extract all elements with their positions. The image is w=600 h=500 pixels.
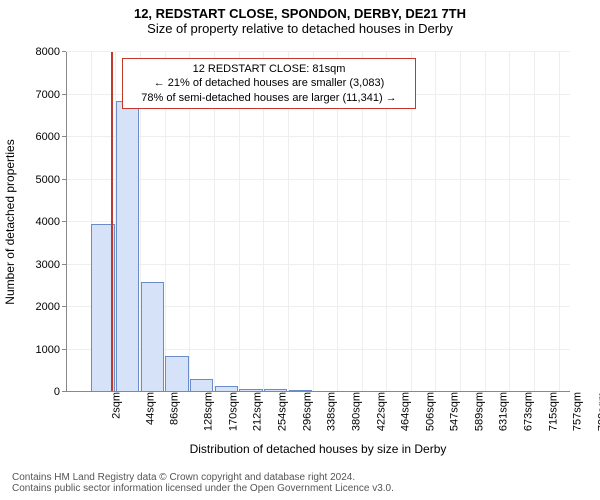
y-tick-label: 6000 <box>36 131 66 143</box>
x-tick-label: 380sqm <box>347 392 363 431</box>
y-tick-label: 1000 <box>36 344 66 356</box>
title-line-2: Size of property relative to detached ho… <box>0 21 600 36</box>
title-line-1: 12, REDSTART CLOSE, SPONDON, DERBY, DE21… <box>0 0 600 21</box>
grid-line-v <box>435 52 436 392</box>
property-marker-line <box>111 52 113 392</box>
chart-plot-area: 0100020003000400050006000700080002sqm44s… <box>66 52 570 392</box>
annotation-box: 12 REDSTART CLOSE: 81sqm← 21% of detache… <box>122 58 416 109</box>
grid-line-h <box>66 136 570 137</box>
y-tick-label: 7000 <box>36 89 66 101</box>
x-tick-label: 631sqm <box>494 392 510 431</box>
y-tick-label: 5000 <box>36 174 66 186</box>
x-tick-label: 296sqm <box>297 392 313 431</box>
annotation-line-3: 78% of semi-detached houses are larger (… <box>129 91 409 105</box>
y-tick-label: 3000 <box>36 259 66 271</box>
x-tick-label: 86sqm <box>165 392 181 425</box>
x-tick-label: 44sqm <box>140 392 156 425</box>
x-tick-label: 673sqm <box>519 392 535 431</box>
histogram-bar <box>165 356 188 392</box>
x-tick-label: 715sqm <box>544 392 560 431</box>
x-tick-label: 799sqm <box>593 392 600 431</box>
annotation-line-1: 12 REDSTART CLOSE: 81sqm <box>129 62 409 76</box>
grid-line-h <box>66 179 570 180</box>
annotation-line-2: ← 21% of detached houses are smaller (3,… <box>129 76 409 90</box>
footer-line: Contains HM Land Registry data © Crown c… <box>12 472 394 483</box>
x-tick-label: 547sqm <box>445 392 461 431</box>
y-axis-line <box>66 52 67 392</box>
y-tick-label: 2000 <box>36 301 66 313</box>
y-tick-label: 8000 <box>36 46 66 58</box>
y-axis-label: Number of detached properties <box>3 139 17 304</box>
x-tick-label: 757sqm <box>568 392 584 431</box>
grid-line-h <box>66 221 570 222</box>
grid-line-h <box>66 51 570 52</box>
x-tick-label: 422sqm <box>371 392 387 431</box>
x-tick-label: 464sqm <box>396 392 412 431</box>
footer-line: Contains public sector information licen… <box>12 483 394 494</box>
grid-line-v <box>509 52 510 392</box>
x-tick-label: 338sqm <box>322 392 338 431</box>
x-axis-label: Distribution of detached houses by size … <box>66 442 570 456</box>
x-tick-label: 212sqm <box>248 392 264 431</box>
x-tick-label: 128sqm <box>199 392 215 431</box>
y-tick-label: 0 <box>54 386 66 398</box>
y-tick-label: 4000 <box>36 216 66 228</box>
x-axis-line <box>66 391 570 392</box>
x-tick-label: 589sqm <box>470 392 486 431</box>
histogram-bar <box>141 282 164 393</box>
x-tick-label: 254sqm <box>273 392 289 431</box>
footer-attribution: Contains HM Land Registry data © Crown c… <box>12 472 394 494</box>
x-tick-label: 2sqm <box>106 392 122 419</box>
grid-line-v <box>485 52 486 392</box>
grid-line-v <box>460 52 461 392</box>
x-tick-label: 506sqm <box>421 392 437 431</box>
grid-line-v <box>534 52 535 392</box>
histogram-bar <box>116 101 139 392</box>
grid-line-v <box>559 52 560 392</box>
grid-line-h <box>66 264 570 265</box>
x-tick-label: 170sqm <box>223 392 239 431</box>
